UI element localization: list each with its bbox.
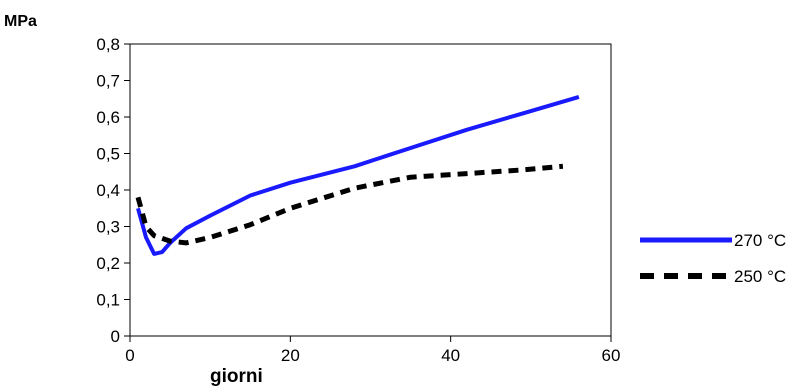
y-tick-label: 0,7 <box>96 72 120 91</box>
x-tick-label: 0 <box>125 346 134 365</box>
x-tick-label: 40 <box>441 346 460 365</box>
x-axis: 0 20 40 60 <box>125 336 620 365</box>
y-tick-label: 0,6 <box>96 108 120 127</box>
y-axis: 0 0,1 0,2 0,3 0,4 0,5 0,6 0,7 0,8 <box>96 35 130 346</box>
legend: 270 °C 250 °C <box>640 231 786 286</box>
y-tick-label: 0,2 <box>96 254 120 273</box>
series-layer <box>135 94 580 256</box>
y-tick-label: 0,4 <box>96 181 120 200</box>
y-tick-label: 0 <box>111 327 120 346</box>
legend-label: 250 °C <box>734 267 786 286</box>
x-tick-label: 20 <box>281 346 300 365</box>
plot-area <box>129 43 612 337</box>
y-tick-label: 0,8 <box>96 35 120 54</box>
legend-label: 270 °C <box>734 231 786 250</box>
series-line-250c <box>135 163 564 246</box>
y-tick-label: 0,3 <box>96 218 120 237</box>
x-axis-label: giorni <box>210 366 263 387</box>
y-axis-label: MPa <box>4 13 37 30</box>
x-tick-label: 60 <box>602 346 621 365</box>
y-tick-label: 0,5 <box>96 145 120 164</box>
y-tick-label: 0,1 <box>96 291 120 310</box>
series-line-270c <box>136 94 580 256</box>
